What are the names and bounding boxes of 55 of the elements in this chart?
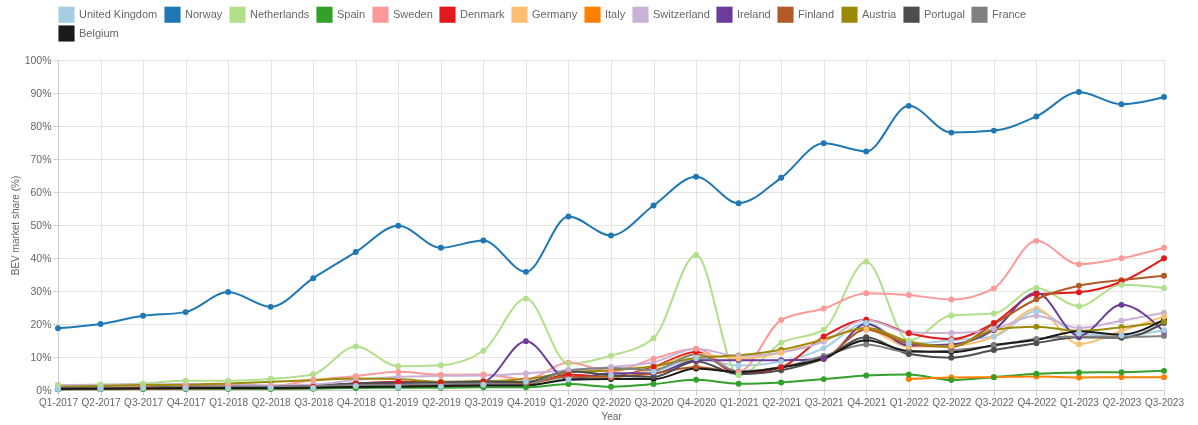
y-tick-label: 100% bbox=[24, 53, 52, 66]
legend-label: Finland bbox=[798, 7, 835, 20]
x-tick-label: Q2-2023 bbox=[1102, 396, 1142, 408]
x-tick-label: Q2-2022 bbox=[932, 396, 972, 408]
x-tick-label: Q3-2019 bbox=[464, 396, 504, 408]
x-tick-label: Q2-2020 bbox=[592, 396, 632, 408]
legend-label: Netherlands bbox=[250, 7, 310, 20]
x-tick-label: Q3-2023 bbox=[1145, 396, 1185, 408]
x-tick-label: Q4-2021 bbox=[847, 396, 887, 408]
x-tick-label: Q2-2021 bbox=[762, 396, 802, 408]
x-tick-label: Q3-2017 bbox=[124, 396, 164, 408]
y-tick-label: 30% bbox=[30, 284, 52, 297]
x-tick-label: Q2-2017 bbox=[81, 396, 121, 408]
y-tick-label: 80% bbox=[30, 119, 52, 132]
x-tick-label: Q1-2019 bbox=[379, 396, 419, 408]
legend-label: Portugal bbox=[924, 7, 965, 20]
x-tick-label: Q3-2018 bbox=[294, 396, 334, 408]
y-tick-label: 50% bbox=[30, 218, 52, 231]
x-tick-label: Q1-2023 bbox=[1059, 396, 1100, 408]
y-tick-label: 10% bbox=[30, 350, 52, 363]
y-tick-label: 40% bbox=[30, 251, 52, 264]
legend-label: Ireland bbox=[737, 7, 771, 20]
y-tick-label: 60% bbox=[30, 185, 52, 198]
x-tick-label: Q4-2022 bbox=[1017, 396, 1057, 408]
y-tick-label: 20% bbox=[30, 317, 52, 330]
x-tick-label: Q2-2018 bbox=[251, 396, 292, 408]
x-axis-title: Year bbox=[601, 410, 623, 422]
x-tick-label: Q1-2020 bbox=[549, 396, 589, 408]
legend-label: Norway bbox=[185, 7, 223, 20]
y-axis-title: BEV market share (%) bbox=[9, 175, 21, 276]
x-tick-label: Q4-2020 bbox=[677, 396, 717, 408]
x-tick-label: Q4-2018 bbox=[336, 396, 377, 408]
x-tick-label: Q4-2019 bbox=[506, 396, 547, 408]
y-tick-label: 90% bbox=[30, 86, 52, 99]
legend-label: Germany bbox=[532, 7, 578, 20]
y-tick-label: 0% bbox=[36, 383, 52, 396]
legend-label: Italy bbox=[605, 7, 626, 20]
y-tick-label: 70% bbox=[30, 152, 52, 165]
x-tick-label: Q3-2021 bbox=[804, 396, 845, 408]
x-tick-label: Q1-2018 bbox=[209, 396, 249, 408]
x-tick-label: Q4-2017 bbox=[166, 396, 207, 408]
x-tick-label: Q1-2017 bbox=[39, 396, 79, 408]
legend-label: Austria bbox=[862, 7, 898, 20]
x-tick-label: Q2-2019 bbox=[421, 396, 462, 408]
legend-label: France bbox=[992, 7, 1027, 20]
legend-label: Belgium bbox=[79, 26, 119, 39]
legend-label: Sweden bbox=[393, 7, 433, 20]
x-tick-label: Q3-2020 bbox=[634, 396, 674, 408]
legend-label: United Kingdom bbox=[79, 7, 158, 20]
x-tick-label: Q1-2021 bbox=[719, 396, 760, 408]
legend-label: Spain bbox=[337, 7, 366, 20]
legend-label: Denmark bbox=[460, 7, 506, 20]
x-tick-label: Q1-2022 bbox=[889, 396, 930, 408]
legend-label: Switzerland bbox=[653, 7, 710, 20]
x-tick-label: Q3-2022 bbox=[974, 396, 1015, 408]
